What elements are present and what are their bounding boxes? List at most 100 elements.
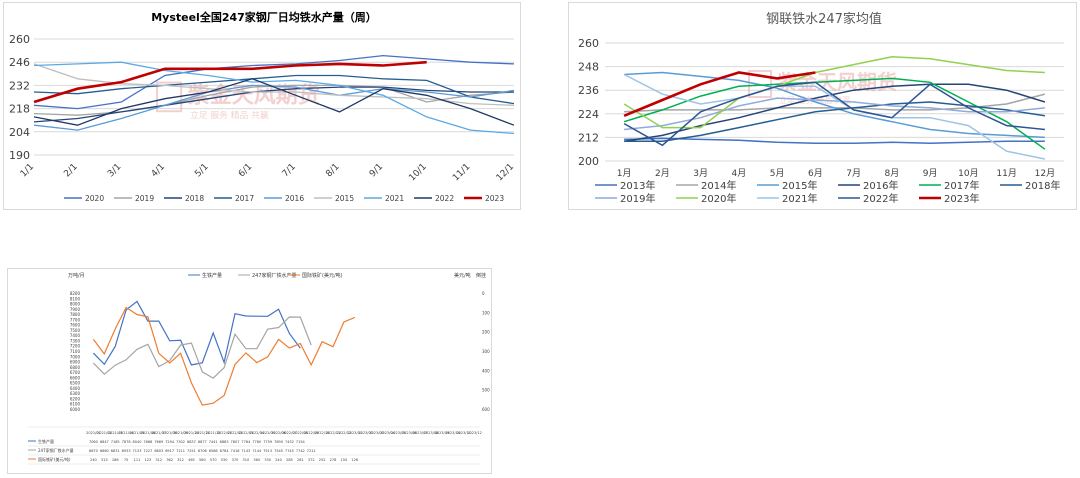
- table-col-header: 2023/02: [358, 431, 373, 435]
- series-line-2015年: [624, 71, 1045, 139]
- table-col-header: 2022/02: [228, 431, 243, 435]
- y-tick-label: 6300: [70, 391, 81, 396]
- y2-tick-label: 200: [482, 330, 490, 335]
- x-tick-label: 10/1: [407, 162, 428, 183]
- y-tick-label: 246: [9, 56, 30, 69]
- chart-panel-3: 万吨/月 美元/吨 倒挂 6000 6100 6200 6300 6400 6500 6600 67…: [7, 268, 492, 474]
- series-line-247家钢厂铁水产量: [92, 316, 312, 379]
- table-col-header: 2023/10: [446, 431, 461, 435]
- y-tick-label: 6900: [70, 360, 81, 365]
- y-tick-label: 200: [578, 155, 599, 168]
- y-tick-label: 260: [578, 37, 599, 50]
- x-tick-label: 1月: [617, 168, 632, 179]
- table-cell: 7432: [285, 440, 294, 444]
- table-cell: 123: [145, 458, 152, 462]
- table-cell: 7294: [165, 440, 175, 444]
- table-cell: 315: [101, 458, 108, 462]
- watermark-subtext: 立足 服务 精品 共赢: [190, 109, 269, 121]
- table-col-header: 2023/08: [424, 431, 439, 435]
- x-tick-label: 9/1: [368, 162, 385, 179]
- legend-label: 2020年: [701, 192, 736, 205]
- table-cell: 6883: [220, 440, 229, 444]
- y-tick-label: 204: [9, 126, 30, 139]
- y-tick-label: 7200: [70, 344, 81, 349]
- table-cell: 6877: [198, 440, 207, 444]
- y-axis-right-label: 美元/吨: [454, 272, 471, 279]
- table-cell: 7211: [307, 449, 316, 453]
- y2-axis-label: 倒挂: [476, 272, 486, 279]
- table-cell: 312: [177, 458, 184, 462]
- table-col-header: 2023/09: [435, 431, 450, 435]
- table-cell: 7760: [252, 440, 261, 444]
- x-tick-label: 8月: [885, 168, 900, 179]
- table-cell: 7441: [209, 440, 218, 444]
- y-tick-label: 218: [9, 103, 30, 116]
- x-tick-label: 10月: [958, 168, 978, 179]
- y-tick-label: 7100: [70, 349, 81, 354]
- table-row-label: 247家钢厂铁水产量: [38, 447, 74, 453]
- legend-label: 2018年: [1025, 179, 1060, 192]
- x-tick-label: 2/1: [62, 162, 79, 179]
- series-line-2022: [33, 78, 515, 126]
- y-tick-label: 6100: [70, 402, 81, 407]
- y2-tick-label: 600: [482, 407, 490, 412]
- y-tick-label: 8000: [70, 302, 81, 307]
- table-cell: 6933: [122, 449, 131, 453]
- table-col-header: 2022/10: [315, 431, 330, 435]
- x-tick-label: 5月: [770, 168, 785, 179]
- table-cell: 7764: [241, 440, 251, 444]
- table-cell: 6837: [187, 440, 196, 444]
- table-col-header: 2021/09: [173, 431, 188, 435]
- y-tick-label: 6700: [70, 370, 81, 375]
- y-tick-label: 6500: [70, 381, 81, 386]
- x-tick-label: 7月: [846, 168, 861, 179]
- legend-label: 2021年: [782, 192, 817, 205]
- series-line-2022年: [623, 81, 1045, 147]
- table-col-header: 2021/12: [206, 431, 221, 435]
- chart-2-title: 钢联铁水247家均值: [766, 11, 882, 27]
- y2-tick-label: 400: [482, 368, 490, 373]
- legend-label: 2017年: [944, 179, 979, 192]
- table-cell: 7185: [111, 440, 120, 444]
- table-col-header: 2021/08: [162, 431, 177, 435]
- x-tick-label: 6/1: [237, 162, 254, 179]
- legend-label: 2017: [235, 194, 254, 203]
- watermark-text: 紫金天风期货: [777, 70, 897, 94]
- y-tick-label: 6600: [70, 375, 81, 380]
- series-line-2018年: [624, 101, 1046, 143]
- x-tick-label: 1/1: [19, 162, 36, 179]
- legend-label: 2019年: [620, 192, 655, 205]
- table-cell: 240: [90, 458, 97, 462]
- legend-label: 2016年: [863, 179, 898, 192]
- y-tick-label: 8100: [70, 296, 81, 301]
- legend-label: 247家钢厂铁水产量: [252, 272, 297, 279]
- table-cell: 6917: [165, 449, 174, 453]
- series-line-2016: [33, 84, 515, 131]
- table-cell: 7878: [122, 440, 131, 444]
- legend-label: 2022: [435, 194, 454, 203]
- legend-label: 2019: [135, 194, 154, 203]
- series-line-2021年: [623, 73, 1046, 160]
- series-line-2017: [33, 74, 515, 105]
- y-tick-label: 248: [578, 61, 599, 74]
- table-cell: 126: [351, 458, 358, 462]
- table-cell: 6660: [100, 449, 109, 453]
- y2-tick-label: 100: [482, 310, 490, 315]
- legend-label: 2013年: [620, 179, 655, 192]
- table-col-header: 2022/04: [250, 431, 265, 435]
- y-tick-label: 7700: [70, 317, 81, 322]
- legend-label: 2016: [285, 194, 304, 203]
- table-cell: 240: [275, 458, 282, 462]
- table-cell: 7807: [231, 440, 240, 444]
- chart-3-svg: 万吨/月 美元/吨 倒挂600061006200630064006500660067…: [28, 272, 490, 465]
- x-tick-label: 7/1: [281, 162, 298, 179]
- table-col-header: 2022/01: [217, 431, 232, 435]
- x-tick-label: 3月: [693, 168, 708, 179]
- x-tick-label: 5/1: [193, 162, 210, 179]
- table-cell: 278: [330, 458, 337, 462]
- y-tick-label: 7300: [70, 338, 81, 343]
- table-cell: 6870: [89, 449, 98, 453]
- series-line-2023: [33, 60, 427, 104]
- table-cell: 6803: [154, 449, 163, 453]
- table-col-header: 2022/03: [239, 431, 254, 435]
